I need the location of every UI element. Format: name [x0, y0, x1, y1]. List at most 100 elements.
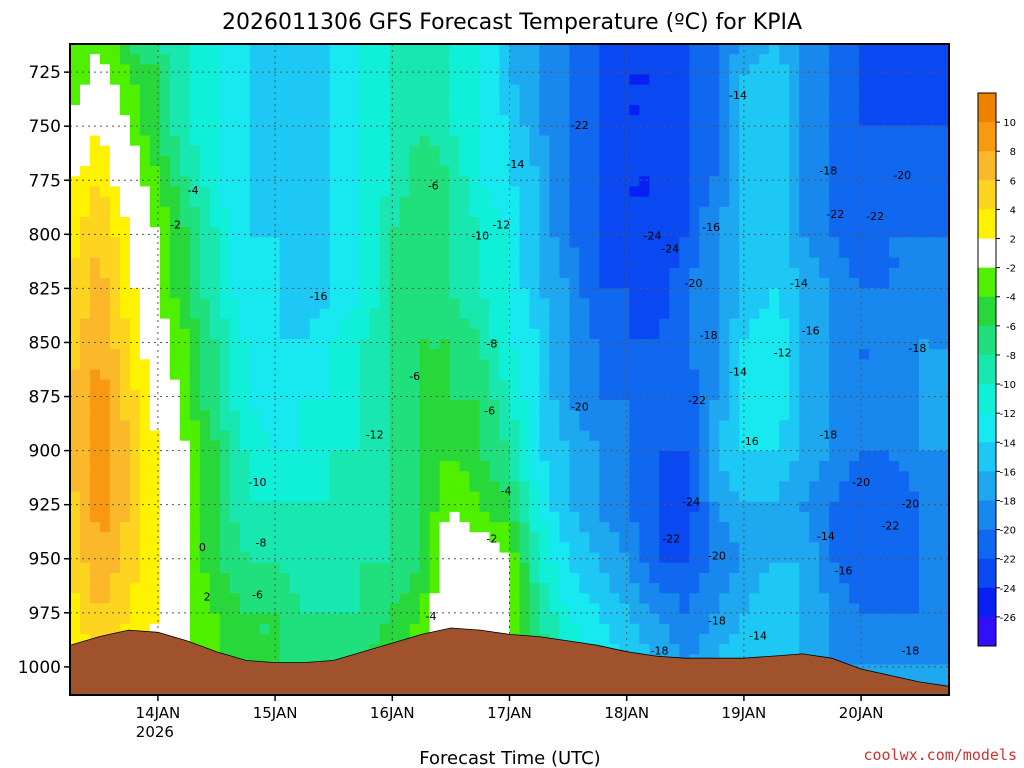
field-cell: [349, 430, 361, 442]
field-cell: [179, 288, 191, 299]
field-cell: [539, 105, 551, 116]
field-cell: [719, 105, 730, 116]
field-cell: [469, 64, 481, 76]
field-cell: [919, 471, 930, 482]
field-cell: [789, 84, 800, 96]
field-cell: [539, 176, 551, 187]
field-cell: [389, 389, 401, 401]
field-cell: [149, 481, 161, 493]
field-cell: [899, 115, 910, 126]
field-cell: [449, 186, 461, 198]
field-cell: [839, 379, 850, 391]
field-cell: [79, 603, 91, 615]
field-cell: [799, 491, 810, 503]
field-cell: [799, 237, 810, 249]
field-cell: [779, 420, 790, 432]
field-cell: [879, 145, 890, 157]
field-cell: [469, 420, 481, 432]
field-cell: [469, 196, 481, 208]
field-cell: [739, 288, 750, 299]
field-cell: [539, 369, 551, 381]
field-cell: [189, 166, 201, 177]
field-cell: [939, 532, 949, 544]
field-cell: [389, 54, 401, 65]
field-cell: [729, 552, 740, 564]
field-cell: [629, 166, 640, 177]
field-cell: [529, 54, 541, 65]
field-cell: [859, 400, 870, 411]
field-cell: [269, 288, 281, 299]
field-cell: [169, 247, 181, 259]
field-cell: [499, 308, 511, 320]
field-cell: [159, 369, 171, 381]
field-cell: [699, 257, 710, 269]
field-cell: [519, 501, 531, 513]
field-cell: [379, 461, 391, 472]
field-cell: [299, 511, 311, 523]
field-cell: [159, 440, 171, 452]
field-cell: [669, 338, 680, 350]
field-cell: [449, 369, 461, 381]
field-cell: [229, 176, 241, 187]
field-cell: [539, 532, 551, 544]
field-cell: [169, 532, 181, 544]
field-cell: [609, 227, 620, 238]
field-cell: [569, 613, 581, 625]
field-cell: [579, 318, 591, 330]
field-cell: [519, 603, 531, 615]
field-cell: [829, 308, 840, 320]
field-cell: [839, 420, 850, 432]
field-cell: [599, 94, 610, 106]
field-cell: [679, 166, 690, 177]
field-cell: [659, 572, 670, 584]
field-cell: [759, 593, 770, 605]
field-cell: [199, 145, 211, 157]
field-cell: [539, 308, 551, 320]
field-cell: [169, 74, 181, 86]
field-cell: [919, 196, 930, 208]
field-cell: [819, 196, 830, 208]
field-cell: [399, 349, 411, 360]
field-cell: [459, 288, 471, 299]
field-cell: [839, 522, 850, 533]
field-cell: [749, 583, 760, 594]
field-cell: [579, 552, 591, 564]
field-cell: [199, 471, 211, 482]
field-cell: [79, 135, 91, 147]
field-cell: [159, 328, 171, 340]
field-cell: [809, 94, 820, 106]
field-cell: [739, 491, 750, 503]
field-cell: [429, 593, 441, 605]
field-cell: [789, 572, 800, 584]
field-cell: [229, 481, 241, 493]
field-cell: [389, 430, 401, 442]
field-cell: [859, 196, 870, 208]
field-cell: [499, 552, 511, 564]
field-cell: [219, 481, 231, 493]
field-cell: [729, 54, 740, 65]
field-cell: [149, 491, 161, 503]
field-cell: [439, 481, 451, 493]
field-cell: [569, 227, 581, 238]
field-cell: [919, 277, 930, 289]
field-cell: [919, 318, 930, 330]
field-cell: [319, 216, 331, 228]
field-cell: [619, 400, 630, 411]
field-cell: [699, 318, 710, 330]
field-cell: [909, 420, 920, 432]
field-cell: [70, 54, 81, 65]
field-cell: [419, 379, 431, 391]
field-cell: [159, 603, 171, 615]
field-cell: [139, 481, 151, 493]
field-cell: [689, 461, 700, 472]
field-cell: [509, 186, 521, 198]
field-cell: [529, 542, 541, 554]
field-cell: [99, 176, 111, 187]
field-cell: [469, 288, 481, 299]
field-cell: [269, 277, 281, 289]
field-cell: [189, 562, 201, 574]
field-cell: [449, 227, 461, 238]
field-cell: [149, 84, 161, 96]
field-cell: [289, 328, 301, 340]
field-cell: [229, 308, 241, 320]
